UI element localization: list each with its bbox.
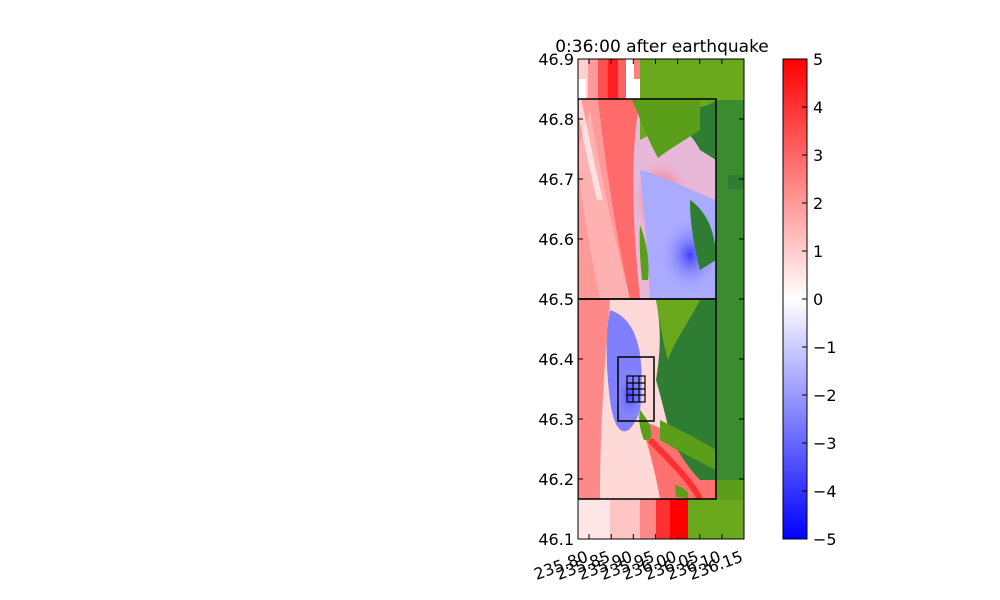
chart-title: 0:36:00 after earthquake [555, 37, 769, 57]
y-tick-label: 46.6 [538, 230, 574, 249]
colorbar-tick-label: −5 [813, 530, 837, 549]
refinement-box-south [578, 298, 717, 500]
colorbar-tick-label: −4 [813, 482, 837, 501]
colorbar-tick-label: 3 [813, 146, 823, 165]
y-axis: 46.1 46.2 46.3 46.4 46.5 46.6 46.7 46.8 46.9 [538, 50, 744, 549]
refinement-box-finest [626, 375, 646, 403]
y-tick-label: 46.3 [538, 410, 574, 429]
colorbar-tick-label: 2 [813, 194, 823, 213]
y-tick-label: 46.8 [538, 110, 574, 129]
colorbar-tick-label: −1 [813, 338, 837, 357]
ocean-field-north [578, 98, 720, 299]
map-panel [578, 59, 744, 539]
refinement-boxes [578, 98, 717, 500]
y-tick-label: 46.5 [538, 290, 574, 309]
y-tick-label: 46.9 [538, 50, 574, 69]
colorbar-tick-label: 4 [813, 98, 823, 117]
y-tick-label: 46.2 [538, 470, 574, 489]
refinement-box-fine [617, 356, 655, 422]
colorbar-tick-label: −2 [813, 386, 837, 405]
colorbar-tick-label: −3 [813, 434, 837, 453]
y-tick-label: 46.1 [538, 530, 574, 549]
colorbar-tick-label: 5 [813, 50, 823, 69]
coarse-grid-top [578, 59, 642, 99]
colorbar-tick-label: 1 [813, 242, 823, 261]
colorbar-axis: 5 4 3 2 1 0 −1 −2 −3 −4 −5 [802, 50, 837, 549]
colorbar-tick-label: 0 [813, 290, 823, 309]
y-tick-label: 46.4 [538, 350, 574, 369]
land-south [639, 300, 744, 539]
y-tick-label: 46.7 [538, 170, 574, 189]
